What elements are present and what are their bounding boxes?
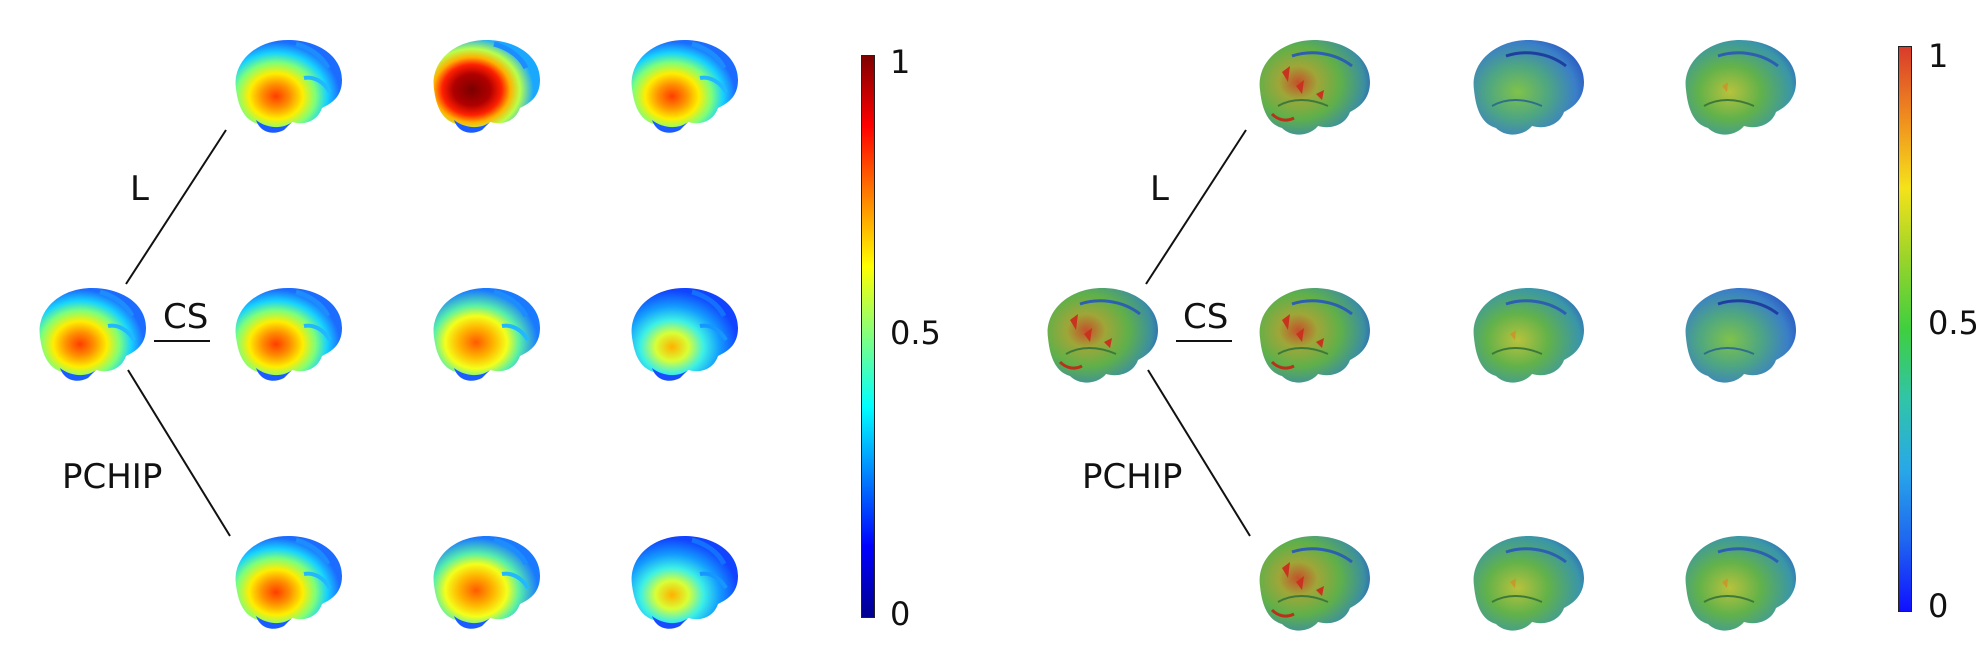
left-brain-PCHIP-1 — [226, 530, 346, 634]
left-colorbar-min-label: 0 — [890, 595, 911, 633]
right-panel: L CS PCHIP 1 0.5 0 — [1000, 0, 1976, 668]
left-brain-PCHIP-2 — [424, 530, 544, 634]
right-branch-label-top: L — [1150, 169, 1169, 209]
right-colorbar-min-label: 0 — [1928, 587, 1949, 625]
right-brain-PCHIP-1 — [1258, 534, 1372, 633]
right-brain-L-2 — [1472, 38, 1586, 137]
right-brain-CS-2 — [1472, 286, 1586, 385]
left-brain-L-3 — [622, 34, 742, 138]
left-branch-label-bottom: PCHIP — [62, 457, 163, 497]
left-colorbar-max-label: 1 — [890, 43, 911, 81]
right-branch-line-top — [1145, 129, 1247, 285]
left-brain-PCHIP-3 — [622, 530, 742, 634]
left-colorbar — [861, 55, 875, 618]
right-colorbar-max-label: 1 — [1928, 37, 1949, 75]
right-brain-root — [1046, 286, 1160, 385]
left-brain-L-2 — [424, 34, 544, 138]
left-branch-label-middle: CS — [163, 297, 209, 337]
left-brain-CS-3 — [622, 282, 742, 386]
right-brain-CS-1 — [1258, 286, 1372, 385]
left-colorbar-mid-label: 0.5 — [890, 314, 941, 352]
left-branch-label-top: L — [130, 169, 149, 209]
right-brain-CS-3 — [1684, 286, 1798, 385]
right-branch-label-middle: CS — [1183, 297, 1229, 337]
left-brain-CS-2 — [424, 282, 544, 386]
left-brain-L-1 — [226, 34, 346, 138]
right-colorbar — [1898, 46, 1912, 612]
left-brain-root — [30, 282, 150, 386]
left-branch-line-top — [125, 129, 227, 285]
right-brain-PCHIP-2 — [1472, 534, 1586, 633]
right-colorbar-mid-label: 0.5 — [1928, 304, 1976, 342]
left-panel: L CS PCHIP 1 0.5 0 — [0, 0, 980, 668]
right-brain-L-3 — [1684, 38, 1798, 137]
right-branch-line-bottom — [1147, 369, 1251, 537]
right-brain-PCHIP-3 — [1684, 534, 1798, 633]
right-brain-L-1 — [1258, 38, 1372, 137]
right-connector-lines — [1145, 129, 1251, 537]
right-branch-label-bottom: PCHIP — [1082, 457, 1183, 497]
left-branch-line-bottom — [127, 369, 231, 537]
left-brain-CS-1 — [226, 282, 346, 386]
left-connector-lines — [125, 129, 231, 537]
